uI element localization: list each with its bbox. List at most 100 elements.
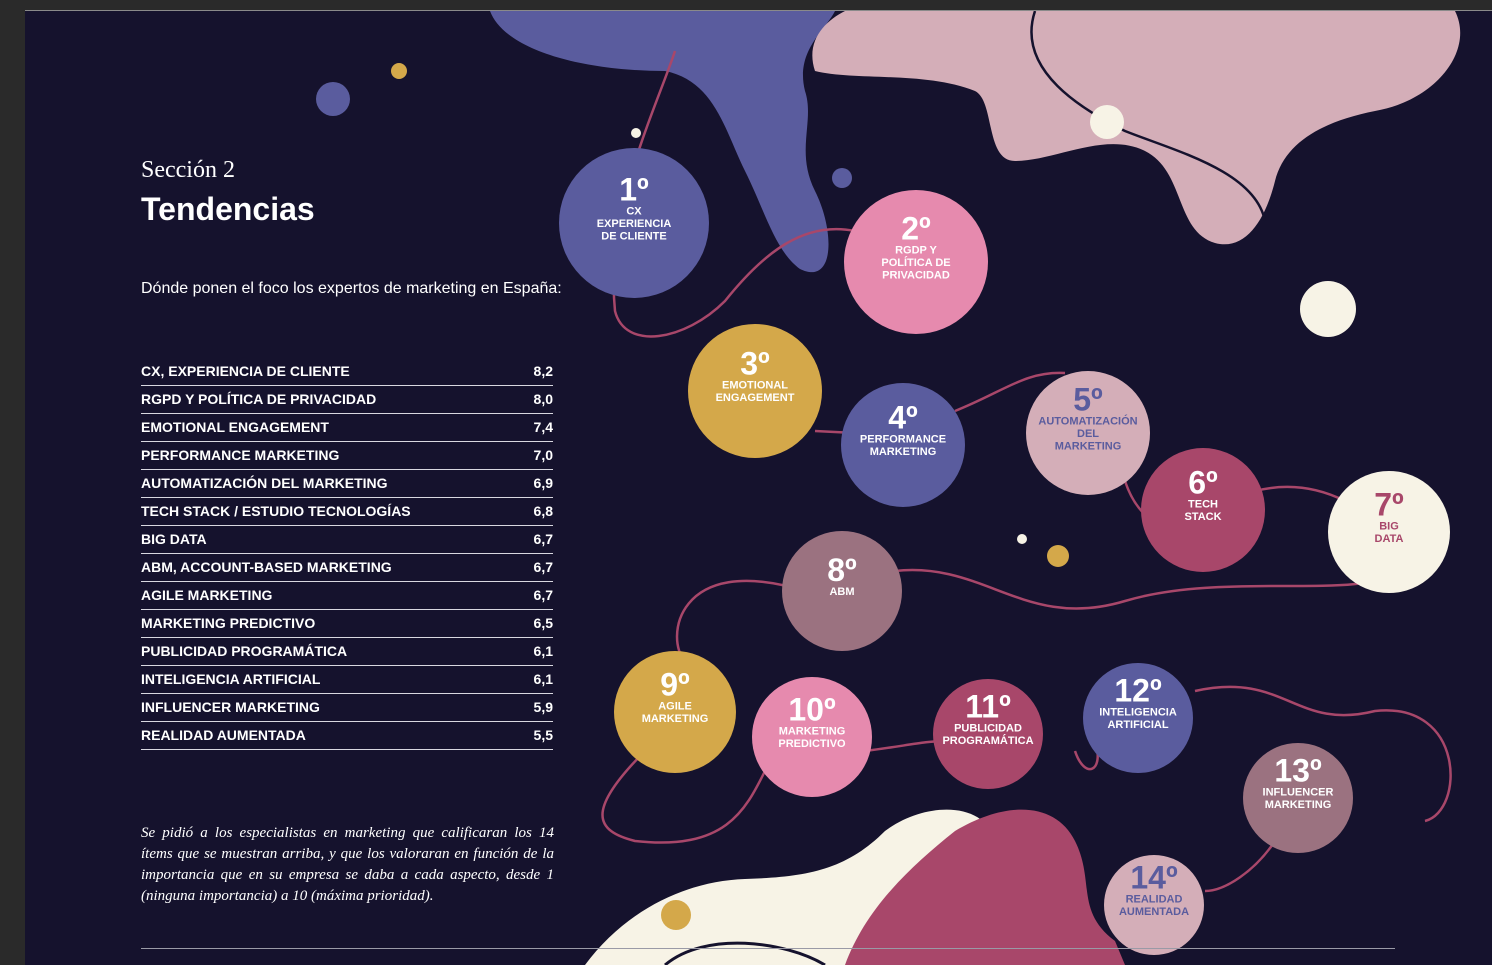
rank: 13º xyxy=(1274,753,1322,789)
score: 6,8 xyxy=(533,503,553,519)
rank-circle xyxy=(1083,663,1193,773)
score: 6,7 xyxy=(533,559,553,575)
dot xyxy=(1090,105,1124,139)
rank-label: REALIDAD xyxy=(1126,894,1183,906)
item: CX, EXPERIENCIA DE CLIENTE xyxy=(141,363,350,379)
score: 6,7 xyxy=(533,531,553,547)
item: BIG DATA xyxy=(141,531,207,547)
rank: 12º xyxy=(1114,673,1162,709)
rank-label: MARKETING xyxy=(1055,440,1122,452)
score: 8,2 xyxy=(533,363,553,379)
table-row: EMOTIONAL ENGAGEMENT 7,4 xyxy=(141,414,553,442)
item: INFLUENCER MARKETING xyxy=(141,699,320,715)
item: RGPD Y POLÍTICA DE PRIVACIDAD xyxy=(141,391,377,407)
title: Tendencias xyxy=(141,191,315,227)
table-row: AGILE MARKETING 6,7 xyxy=(141,582,553,610)
dot xyxy=(1017,534,1027,544)
rank-label: MARKETING xyxy=(779,726,846,738)
score: 6,9 xyxy=(533,475,553,491)
spacer xyxy=(26,11,105,13)
rank-label: ARTIFICIAL xyxy=(1107,719,1168,731)
table-row: REALIDAD AUMENTADA 5,5 xyxy=(141,722,553,750)
rank-circle xyxy=(559,148,709,298)
item: PERFORMANCE MARKETING xyxy=(141,447,340,463)
score: 6,7 xyxy=(533,587,553,603)
rank: 14º xyxy=(1130,860,1178,896)
score: 7,4 xyxy=(533,419,553,435)
connector xyxy=(612,50,856,338)
blob-blue xyxy=(490,11,835,273)
item: INTELIGENCIA ARTIFICIAL xyxy=(141,671,321,687)
rank-label: AGILE xyxy=(658,701,692,713)
rank: 11º xyxy=(965,689,1011,725)
rank-circle xyxy=(933,679,1043,789)
rank-label: MARKETING xyxy=(870,446,937,458)
table-row: RGPD Y POLÍTICA DE PRIVACIDAD 8,0 xyxy=(141,386,553,414)
item: PUBLICIDAD PROGRAMÁTICA xyxy=(141,643,348,659)
table-row: INTELIGENCIA ARTIFICIAL 6,1 xyxy=(141,666,553,694)
rank: 3º xyxy=(740,346,770,382)
connector xyxy=(1030,11,1267,222)
table-row: CX, EXPERIENCIA DE CLIENTE 8,2 xyxy=(141,358,553,386)
rank-circle xyxy=(1026,371,1150,495)
item: EMOTIONAL ENGAGEMENT xyxy=(141,419,329,435)
subtitle: Dónde ponen el foco los expertos de mark… xyxy=(141,280,562,297)
rank-label: TECH xyxy=(1188,499,1218,511)
dot xyxy=(391,63,407,79)
blob-pink xyxy=(812,11,1461,245)
rank: 4º xyxy=(888,400,918,436)
dot xyxy=(832,168,852,188)
rank-label: DE CLIENTE xyxy=(601,230,666,242)
rank: 5º xyxy=(1073,381,1103,417)
rank: 6º xyxy=(1188,465,1218,501)
dot xyxy=(1300,281,1356,337)
rank-label: STACK xyxy=(1184,511,1221,523)
rank-label: PROGRAMÁTICA xyxy=(942,734,1033,747)
rank-label: POLÍTICA DE xyxy=(881,256,950,269)
rank-circle xyxy=(1328,471,1450,593)
rank-label: DEL xyxy=(1077,428,1099,440)
rank-label: MARKETING xyxy=(642,713,709,725)
rank-label: INTELIGENCIA xyxy=(1099,707,1177,719)
score: 6,1 xyxy=(533,643,553,659)
section-label: Sección 2 xyxy=(141,157,235,183)
table: CX, EXPERIENCIA DE CLIENTE 8,2 RGPD Y POLÍ… xyxy=(141,358,553,750)
item: AGILE MARKETING xyxy=(141,587,273,603)
rank-label: PUBLICIDAD xyxy=(954,723,1022,735)
rank: 8º xyxy=(827,552,857,588)
rank-circle xyxy=(841,383,965,507)
score: 6,5 xyxy=(533,615,553,631)
rank-label: PRIVACIDAD xyxy=(882,269,950,281)
rank-label: AUTOMATIZACIÓN xyxy=(1038,414,1137,427)
rank-circle xyxy=(844,190,988,334)
rank-label: ENGAGEMENT xyxy=(716,392,795,404)
curve xyxy=(664,941,826,965)
rank-label: AUMENTADA xyxy=(1119,906,1189,918)
table-row: PUBLICIDAD PROGRAMÁTICA 6,1 xyxy=(141,638,553,666)
rank: 10º xyxy=(788,692,836,728)
score: 8,0 xyxy=(533,391,553,407)
rank-circle xyxy=(1104,855,1204,955)
table-row: PERFORMANCE MARKETING 7,0 xyxy=(141,442,553,470)
score: 7,0 xyxy=(533,447,553,463)
item: TECH STACK / ESTUDIO TECNOLOGÍAS xyxy=(141,503,411,519)
blob-magenta xyxy=(845,809,1125,965)
item: ABM, ACCOUNT-BASED MARKETING xyxy=(141,559,392,575)
rank-circle xyxy=(782,531,902,651)
item: MARKETING PREDICTIVO xyxy=(141,615,316,631)
rank: 2º xyxy=(901,210,931,246)
item: AUTOMATIZACIÓN DEL MARKETING xyxy=(141,475,388,491)
rank-label: RGDP Y xyxy=(895,244,937,256)
score: 6,1 xyxy=(533,671,553,687)
rank-label: BIG xyxy=(1379,521,1399,533)
rank-label: PERFORMANCE xyxy=(860,434,946,446)
rank-circle xyxy=(752,677,872,797)
rank-label: EXPERIENCIA xyxy=(597,218,672,230)
rank: 7º xyxy=(1374,487,1404,523)
rank-label: INFLUENCER xyxy=(1263,787,1334,799)
table-row: ABM, ACCOUNT-BASED MARKETING 6,7 xyxy=(141,554,553,582)
rank-label: ABM xyxy=(829,586,854,598)
table-row: BIG DATA 6,7 xyxy=(141,526,553,554)
